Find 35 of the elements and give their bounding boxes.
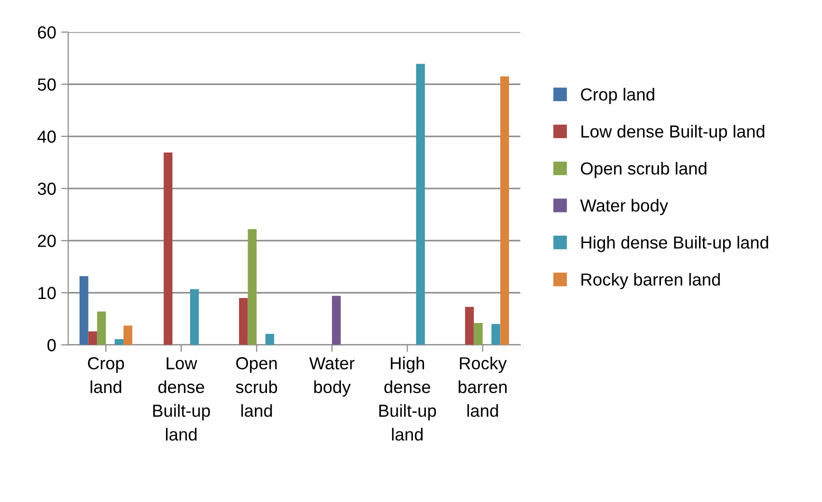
legend-label: Crop land <box>580 88 654 104</box>
bar <box>164 152 172 345</box>
legend-label: High dense Built-up land <box>582 236 768 252</box>
x-tick-label: High dense Built-up land <box>379 356 436 441</box>
legend-label: Low dense Built-up land <box>582 124 764 142</box>
y-tick-label: 20 <box>38 234 56 248</box>
bar <box>465 306 474 345</box>
bar <box>491 324 500 345</box>
y-tick-label: 0 <box>47 339 56 352</box>
bar <box>114 339 124 345</box>
bar <box>500 76 510 345</box>
x-tick-label: Crop land <box>88 357 124 394</box>
bar <box>248 229 257 345</box>
legend-label: Water body <box>580 198 668 216</box>
bar <box>416 64 425 345</box>
bar <box>265 334 274 345</box>
bar <box>123 326 132 345</box>
bar <box>80 276 88 345</box>
bar <box>190 289 199 345</box>
bar <box>332 296 341 345</box>
y-tick-label: 10 <box>38 286 56 300</box>
y-tick-label: 60 <box>38 26 56 39</box>
bar <box>239 298 248 345</box>
bar <box>88 331 98 345</box>
y-tick-label: 50 <box>38 78 56 91</box>
bar <box>474 322 483 345</box>
x-tick-label: Rocky barren land <box>458 356 507 417</box>
x-tick-label: Low dense Built-up land <box>153 357 210 441</box>
y-tick-label: 30 <box>38 182 56 195</box>
x-tick-label: Open scrub land <box>236 357 278 417</box>
y-tick-label: 40 <box>38 130 56 143</box>
legend-label: Rocky barren land <box>582 272 720 290</box>
bar <box>97 312 106 345</box>
legend-label: Open scrub land <box>580 162 706 178</box>
x-tick-label: Water body <box>309 357 354 397</box>
